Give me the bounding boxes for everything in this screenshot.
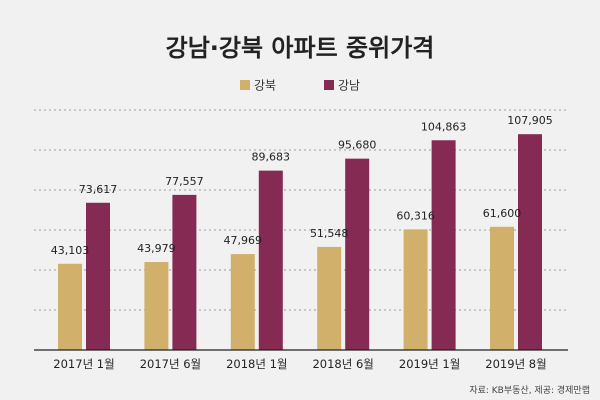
value-label-gangbuk-2018-jun: 51,548: [310, 227, 349, 240]
value-label-gangnam-2019-jan: 104,863: [421, 120, 467, 133]
value-label-gangbuk-2017-jan: 43,103: [51, 244, 90, 257]
value-label-gangnam-2017-jan: 73,617: [79, 183, 118, 196]
category-label-2017-jun: 2017년 6월: [140, 357, 201, 371]
legend: 강북 강남: [240, 79, 360, 93]
chart-title: 강남·강북 아파트 중위가격: [166, 34, 435, 62]
category-label-2019-aug: 2019년 8월: [485, 357, 546, 371]
bar-gangbuk-2017-jun: [144, 262, 169, 350]
legend-label-gangnam: 강남: [338, 79, 360, 93]
category-label-2019-jan: 2019년 1월: [399, 357, 460, 371]
legend-swatch-gangnam: [324, 80, 334, 90]
value-label-gangnam-2018-jun: 95,680: [338, 139, 377, 152]
bar-gangnam-2019-aug: [518, 134, 542, 350]
value-label-gangbuk-2019-aug: 61,600: [483, 207, 522, 220]
value-label-gangnam-2017-jun: 77,557: [165, 175, 204, 188]
bar-gangnam-2018-jun: [345, 158, 370, 350]
value-label-gangnam-2018-jan: 89,683: [252, 151, 291, 164]
bar-gangnam-2017-jun: [172, 194, 197, 350]
bar-gangbuk-2018-jan: [230, 254, 255, 350]
bar-gangnam-2019-jan: [431, 140, 456, 350]
source-note: 자료: KB부동산, 제공: 경제만랩: [469, 384, 590, 396]
value-label-gangbuk-2018-jan: 47,969: [224, 234, 263, 247]
value-label-gangbuk-2017-jun: 43,979: [137, 242, 176, 255]
bar-gangnam-2018-jan: [258, 170, 283, 350]
bar-gangbuk-2017-jan: [58, 263, 82, 350]
legend-label-gangbuk: 강북: [254, 79, 276, 93]
category-labels: 2017년 1월 2017년 6월 2018년 1월 2018년 6월 2019년 1월…: [53, 357, 546, 371]
bars: [58, 134, 542, 350]
gridlines: [34, 109, 568, 311]
bar-gangbuk-2019-aug: [490, 226, 514, 350]
category-label-2017-jan: 2017년 1월: [53, 357, 114, 371]
value-label-gangbuk-2019-jan: 60,316: [396, 209, 435, 222]
category-label-2018-jun: 2018년 6월: [312, 357, 373, 371]
legend-swatch-gangbuk: [240, 80, 250, 90]
bar-gangnam-2017-jan: [86, 202, 110, 350]
bar-gangbuk-2018-jun: [317, 246, 342, 350]
bar-gangbuk-2019-jan: [403, 229, 428, 350]
value-labels: 43,103 73,617 43,979 77,557 47,969 89,683 51,5…: [51, 114, 553, 257]
category-label-2018-jan: 2018년 1월: [226, 357, 287, 371]
value-label-gangnam-2019-aug: 107,905: [507, 114, 553, 127]
